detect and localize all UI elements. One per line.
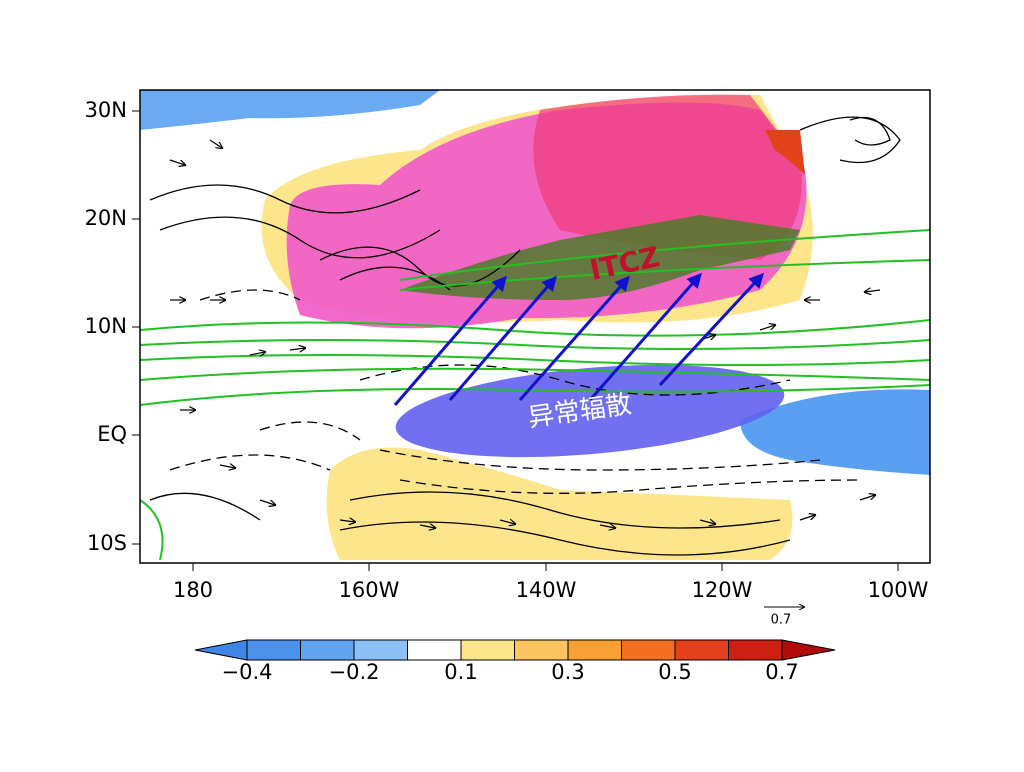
reference-vector-label: 0.7: [771, 613, 792, 628]
colorbar: −0.4 −0.2 0.1 0.3 0.5 0.7: [194, 639, 836, 684]
y-tick-label: 30N: [85, 98, 127, 122]
colorbar-box: [674, 639, 729, 661]
y-tick-label: 20N: [85, 206, 127, 230]
colorbar-box: [460, 639, 515, 661]
x-tick-label: 180: [173, 578, 213, 602]
colorbar-label: 0.1: [444, 660, 477, 684]
colorbar-label: −0.2: [329, 660, 380, 684]
colorbar-label: 0.5: [658, 660, 691, 684]
colorbar-triangle: [781, 639, 836, 661]
x-tick-label: 160W: [339, 578, 400, 602]
map-field: ITCZ 异常辐散: [140, 90, 930, 563]
colorbar-box: [246, 639, 301, 661]
colorbar-box: [514, 639, 569, 661]
y-tick-label: 10S: [87, 531, 127, 555]
y-tick-label: 10N: [85, 314, 127, 338]
colorbar-label: −0.4: [222, 660, 273, 684]
x-tick-label: 100W: [868, 578, 929, 602]
colorbar-box: [407, 639, 462, 661]
axis-ticks: 30N 20N 10N EQ 10S 180 160W 140W 120W 100W: [85, 98, 929, 602]
colorbar-box: [300, 639, 355, 661]
colorbar-label: 0.7: [765, 660, 798, 684]
colorbar-box: [621, 639, 676, 661]
colorbar-triangle: [194, 639, 248, 661]
colorbar-box: [353, 639, 408, 661]
colorbar-box: [567, 639, 622, 661]
colorbar-box: [728, 639, 783, 661]
colorbar-label: 0.3: [551, 660, 584, 684]
y-tick-label: EQ: [97, 422, 127, 446]
x-tick-label: 140W: [516, 578, 577, 602]
x-tick-label: 120W: [692, 578, 753, 602]
